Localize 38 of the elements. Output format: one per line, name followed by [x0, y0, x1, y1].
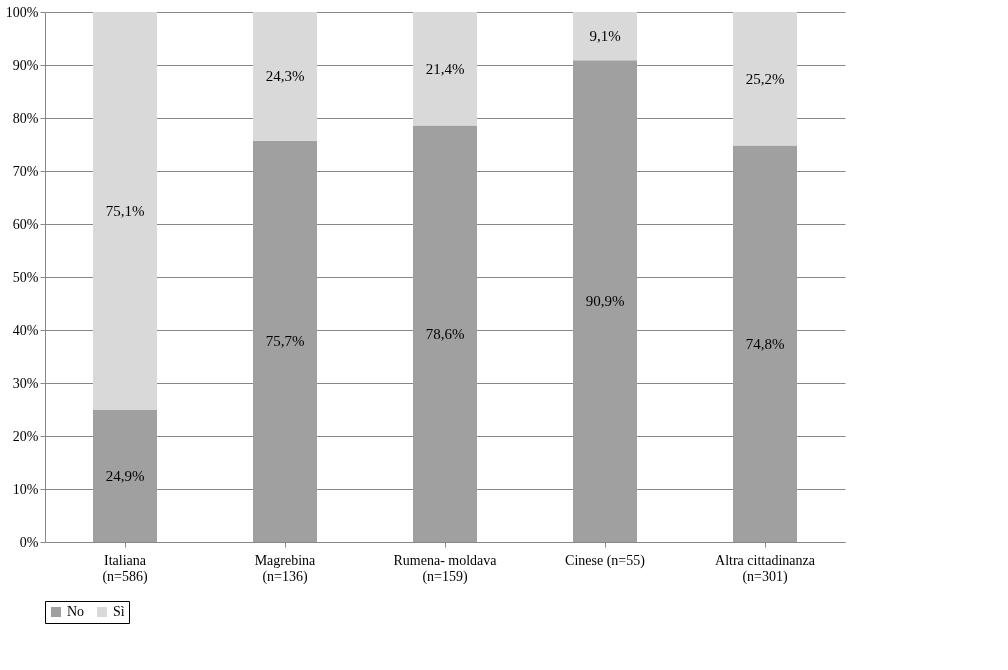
bar: [413, 125, 477, 542]
x-tick-label: Italiana (n=586): [102, 552, 148, 585]
bar: [253, 12, 317, 141]
y-tick-label: 80%: [12, 110, 39, 126]
x-tick-label: Rumena- moldava (n=159): [393, 552, 498, 585]
bar: [573, 12, 637, 61]
data-label: 74,8%: [745, 335, 785, 352]
y-tick-label: 60%: [12, 216, 39, 232]
data-label: 25,2%: [745, 70, 785, 87]
x-tick-label: Altra cittadinanza (n=301): [715, 552, 816, 585]
bar: [413, 12, 477, 126]
bar: [733, 12, 797, 146]
data-label: 24,9%: [105, 468, 145, 485]
y-tick-label: 10%: [12, 481, 39, 497]
data-label: 21,4%: [425, 60, 465, 77]
bar: [253, 140, 317, 542]
x-tick-label: Cinese (n=55): [565, 552, 646, 569]
bar: [573, 60, 637, 542]
y-tick-label: 30%: [12, 375, 39, 391]
y-tick-label: 20%: [12, 428, 39, 444]
y-tick-label: 70%: [12, 163, 39, 179]
data-label: 9,1%: [589, 28, 621, 45]
data-label: 75,1%: [105, 203, 145, 220]
legend-label: Sì: [113, 604, 125, 619]
data-label: 75,7%: [265, 333, 305, 350]
x-tick-label: Magrebina (n=136): [254, 552, 317, 585]
data-label: 78,6%: [425, 325, 465, 342]
y-tick-label: 90%: [12, 57, 39, 73]
bar: [93, 12, 157, 411]
bar: [93, 410, 157, 542]
y-tick-label: 0%: [19, 534, 39, 550]
bar: [733, 145, 797, 542]
y-tick-label: 50%: [12, 269, 39, 285]
data-label: 90,9%: [585, 293, 625, 310]
data-label: 24,3%: [265, 68, 305, 85]
y-tick-label: 40%: [12, 322, 39, 338]
legend-label: No: [67, 604, 85, 619]
y-tick-label: 100%: [5, 4, 39, 20]
